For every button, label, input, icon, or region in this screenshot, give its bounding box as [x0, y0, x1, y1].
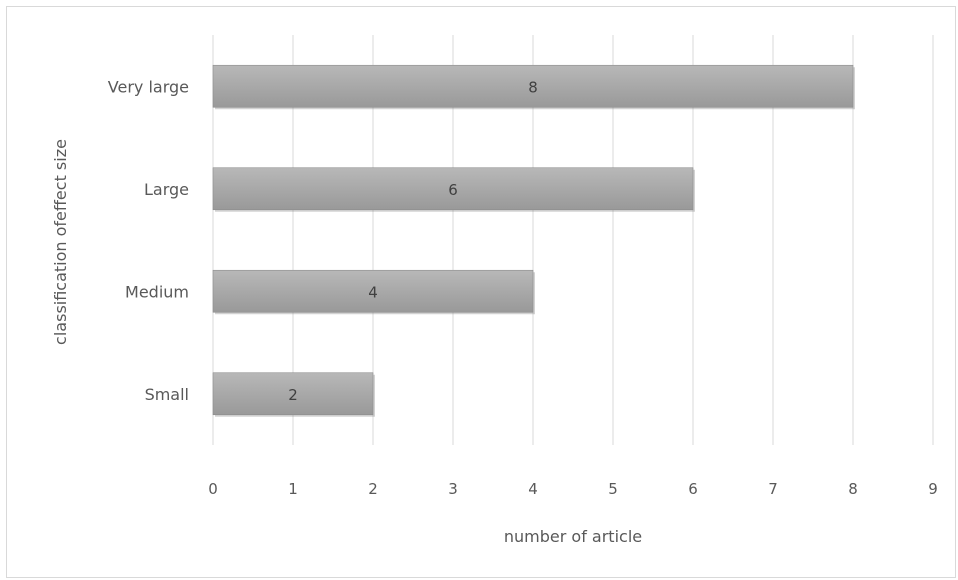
x-tick-label: 2: [368, 480, 378, 498]
x-tick-label: 7: [768, 480, 778, 498]
data-label: 8: [528, 78, 538, 96]
bars: [213, 65, 855, 417]
y-axis-title: classification ofeffect size: [51, 139, 70, 345]
category-label: Medium: [125, 282, 189, 301]
x-tick-label: 1: [288, 480, 298, 498]
category-label: Small: [145, 385, 189, 404]
x-tick-label: 3: [448, 480, 458, 498]
x-tick-label: 0: [208, 480, 218, 498]
x-tick-label: 6: [688, 480, 698, 498]
x-tick-label: 4: [528, 480, 538, 498]
category-label: Large: [144, 180, 189, 199]
data-label: 4: [368, 283, 378, 301]
x-tick-label: 9: [928, 480, 938, 498]
x-axis-title: number of article: [504, 527, 642, 546]
x-tick-label: 8: [848, 480, 858, 498]
data-label: 6: [448, 181, 458, 199]
x-tick-label: 5: [608, 480, 618, 498]
category-label: Very large: [108, 77, 189, 96]
data-label: 2: [288, 386, 298, 404]
